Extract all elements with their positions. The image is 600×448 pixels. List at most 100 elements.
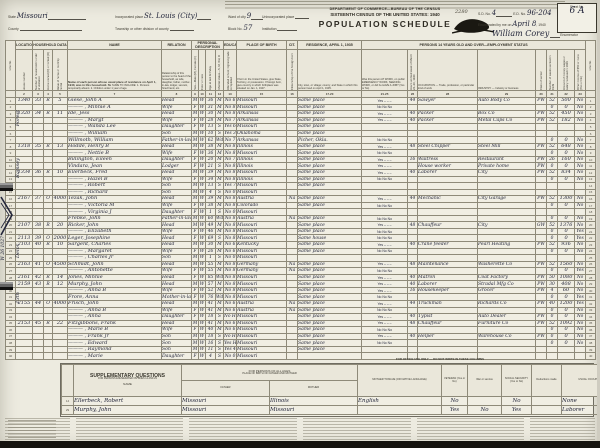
other-income: No — [574, 142, 587, 151]
education: Yes 7 — [223, 182, 238, 190]
street-name-handwritten: Ramsey — [15, 158, 21, 178]
residence-header: City, town, or village; county; and Stat… — [297, 49, 363, 91]
relation: Mother-in-law — [161, 293, 192, 301]
line-number-right: 6 — [585, 129, 597, 138]
other-income: No — [574, 155, 587, 164]
education: No 8 — [223, 221, 238, 229]
table-row: 32 2155 44 O 4000 Frisch, John Head M W 41 M No 6 Au… — [5, 299, 597, 308]
home-value: 4000 — [52, 299, 68, 308]
supp-social-security-header: SOCIAL SECURITY (Yes or No) — [501, 364, 533, 397]
house-number: 2167 — [15, 195, 33, 203]
ward-field: Ward of city 9 — [228, 12, 264, 20]
supp-deductions — [531, 396, 563, 406]
scan-right-edge — [597, 0, 600, 448]
tenure-header: Home owned (O) or rented (R) — [45, 52, 50, 90]
supp-veteran: Yes — [441, 405, 469, 415]
line-number-right: 21 — [585, 227, 597, 236]
education: No 6 — [223, 241, 238, 249]
worker-class: PW — [535, 162, 548, 170]
marital-status: M — [214, 221, 225, 229]
supp-mother-tongue-header: MOTHER TONGUE (OR NATIVE LANGUAGE) — [357, 364, 443, 397]
education: No 0 — [223, 254, 238, 262]
home-value: 2000 — [52, 234, 68, 242]
incorporated-place-label: Incorporated place — [115, 15, 144, 19]
supplementary-table: SUPPLEMENTARY QUESTIONS FOR PERSONS ENUM… — [61, 364, 600, 415]
line-number-right: 8 — [585, 142, 597, 151]
group-personal-description: PERSONAL DESCRIPTION — [190, 40, 225, 50]
occupation-header: OCCUPATION — Trade, profession, or parti… — [417, 49, 479, 91]
other-income: Yes — [574, 293, 587, 301]
state-field: State Missouri — [8, 12, 86, 20]
marital-status: M — [214, 149, 225, 157]
line-number-right: 15 — [585, 188, 597, 197]
group-household-data: HOUSEHOLD DATA — [32, 40, 68, 50]
incorporated-place-field: Incorporated place St. Louis (City) — [115, 12, 212, 20]
hours-header: Hours worked week of March 24–30, 1940 — [408, 53, 416, 90]
marital-status: S — [214, 162, 225, 170]
column-number: 3 — [32, 90, 44, 98]
column-number: 13 — [223, 90, 238, 98]
group-education: EDUCATION — [223, 40, 238, 50]
education: No 8 — [223, 214, 238, 223]
table-row: 20 2107 38 R 20 Ricker, John Head M W 49 M No 8 Miss… — [5, 221, 597, 229]
table-row: 11 Vindara, Jean Lodger F W 21 S No 8 Illinois Sa… — [5, 162, 597, 170]
education: No 6 — [223, 326, 238, 334]
table-row: 1 1340 33 R 5 Giese, John A Head M W 36 M No 6 Misso… — [5, 97, 597, 105]
education: No 8 — [223, 195, 238, 203]
education: No 6 — [223, 97, 238, 105]
house-number: 2159 — [15, 280, 33, 288]
marital-status: M — [214, 247, 225, 256]
table-row: 15 ——— , Richard Son M W 4 S No 0 Missouri 15 — [5, 188, 597, 197]
education: No 8 — [223, 273, 238, 282]
other-income: No — [574, 201, 587, 210]
column-number: 30 — [535, 90, 548, 98]
enumerated-label: Enumerated by me on — [478, 23, 512, 27]
other-income: No — [574, 169, 587, 177]
supp-mother-birthplace: Missouri — [268, 405, 359, 415]
county-field: County — [8, 24, 82, 31]
citizenship-header: Citizenship of the foreign born — [289, 52, 294, 90]
table-row: 27 ——— , Antonette Wife F W 55 M No 8 Germany Na S… — [5, 267, 597, 275]
office-use-note: FOR OFFICE USE ONLY — DO NOT WRITE IN TH… — [395, 357, 485, 361]
table-row: 4 ——— , Margt Wife F W 28 M No 7 Arkansas Same pl… — [5, 116, 597, 125]
household-number-header: Number of household in order of visitati… — [34, 52, 41, 90]
other-income-header: Other income of $50 or more (Yes or No) — [576, 54, 584, 90]
other-income — [574, 129, 587, 138]
line-number-right: 20 — [585, 221, 597, 229]
supp-social-security: Yes — [501, 405, 533, 415]
supp-usual-occupation: None — [561, 396, 600, 406]
sex-header: Sex—Male (M), Female (F) — [192, 56, 197, 90]
column-number: 12 — [214, 90, 225, 98]
other-income: No — [574, 149, 587, 157]
sheet-number-box: Sheet No. 6 A — [557, 3, 597, 33]
supplementary-questions-section: SUPPLEMENTARY QUESTIONS FOR PERSONS ENUM… — [60, 363, 600, 417]
marital-status: S — [214, 123, 225, 131]
table-row: 21 ——— , Elizabeth Wife F W 46 M No 8 Missouri Sa… — [5, 227, 597, 236]
marital-status: M — [214, 241, 225, 249]
column-number: 17-20 — [297, 90, 363, 98]
supp-father-header: FATHER — [181, 380, 270, 397]
table-row: 24 ——— , Margaret Wife F W 26 M No 6 Missouri Sam… — [5, 247, 597, 256]
household-number — [32, 352, 44, 360]
education: Yes 3 — [223, 129, 238, 138]
table-row: 17 ——— , Victoria M Wife F W 38 M No 8 Colorado S… — [5, 201, 597, 210]
education: No 6 — [223, 319, 238, 328]
supp-table-row: 29 Murphy, John Missouri Missouri Yes No Yes La… — [61, 405, 600, 415]
house-number: 2107 — [15, 221, 33, 229]
worker-class: PW — [535, 116, 548, 125]
house-number-header: House number — [21, 71, 26, 90]
other-income: No — [574, 241, 587, 249]
supp-person-name: Murphy, John — [73, 405, 182, 415]
form-title-block: DEPARTMENT OF COMMERCE—BUREAU OF THE CEN… — [295, 7, 475, 29]
block-field: Block No. 57 — [228, 24, 252, 32]
education: No 8 — [223, 201, 238, 210]
income-wages: 1560 — [557, 260, 576, 269]
worker-class: PW — [535, 332, 548, 341]
line-no-header: Line No. — [8, 60, 12, 71]
supp-person-name: Ellerbeck, Robert — [73, 396, 182, 406]
marital-status: Wd — [214, 273, 225, 282]
supp-line-number: 14 — [61, 396, 74, 406]
marital-status: M — [214, 175, 225, 184]
